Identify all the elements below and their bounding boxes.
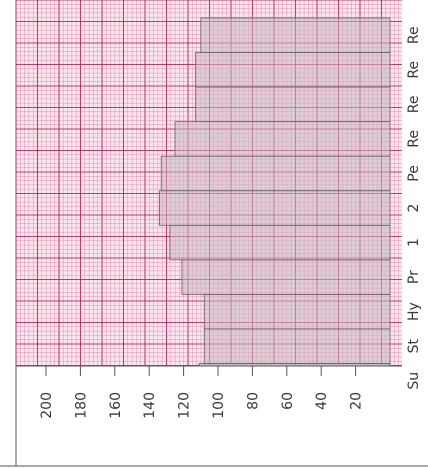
tick-label-140: 140 [142, 392, 158, 419]
axis-band [16, 366, 402, 466]
category-label-8: Re [406, 96, 422, 114]
bar-5 [159, 190, 391, 226]
tick-label-160: 160 [108, 392, 124, 419]
bar-3 [181, 259, 391, 295]
tick-label-100: 100 [211, 392, 227, 419]
tick-label-60: 60 [280, 392, 296, 410]
category-labels: Su St Hy Pr 1 2 Pe Re Re Re Re [406, 26, 422, 389]
tick-label-20: 20 [349, 392, 365, 410]
bar-1 [203, 328, 391, 364]
category-label-10: Re [406, 26, 422, 44]
bar-8 [195, 86, 391, 123]
tick-label-120: 120 [177, 392, 193, 419]
category-label-6: Pe [406, 165, 422, 182]
bar-9 [195, 52, 391, 88]
category-label-1: St [406, 338, 422, 353]
bar-10 [200, 17, 391, 53]
category-label-7: Re [406, 130, 422, 148]
category-label-9: Re [406, 61, 422, 79]
category-label-0: Su [406, 372, 422, 390]
tick-label-40: 40 [314, 392, 330, 410]
tick-label-200: 200 [39, 392, 55, 419]
bar-7 [174, 121, 391, 157]
bar-2 [203, 293, 391, 330]
bar-6 [160, 155, 391, 192]
tick-label-80: 80 [245, 392, 261, 410]
category-label-2: Hy [406, 302, 422, 321]
bar-4 [169, 224, 391, 261]
category-label-5: 2 [406, 204, 422, 213]
category-label-4: 1 [406, 238, 422, 247]
category-label-3: Pr [406, 270, 422, 284]
value-axis: 200 180 160 140 120 100 80 60 40 20 [0, 365, 428, 467]
tick-label-180: 180 [73, 392, 89, 419]
